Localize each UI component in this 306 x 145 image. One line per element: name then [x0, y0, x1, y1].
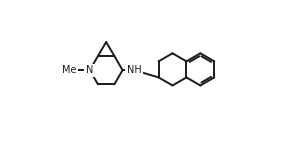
Text: Me: Me	[62, 65, 76, 75]
Text: Me: Me	[62, 65, 76, 75]
Text: NH: NH	[127, 65, 142, 75]
Text: NH: NH	[127, 65, 142, 75]
Text: N: N	[86, 65, 93, 75]
Text: N: N	[86, 65, 93, 75]
